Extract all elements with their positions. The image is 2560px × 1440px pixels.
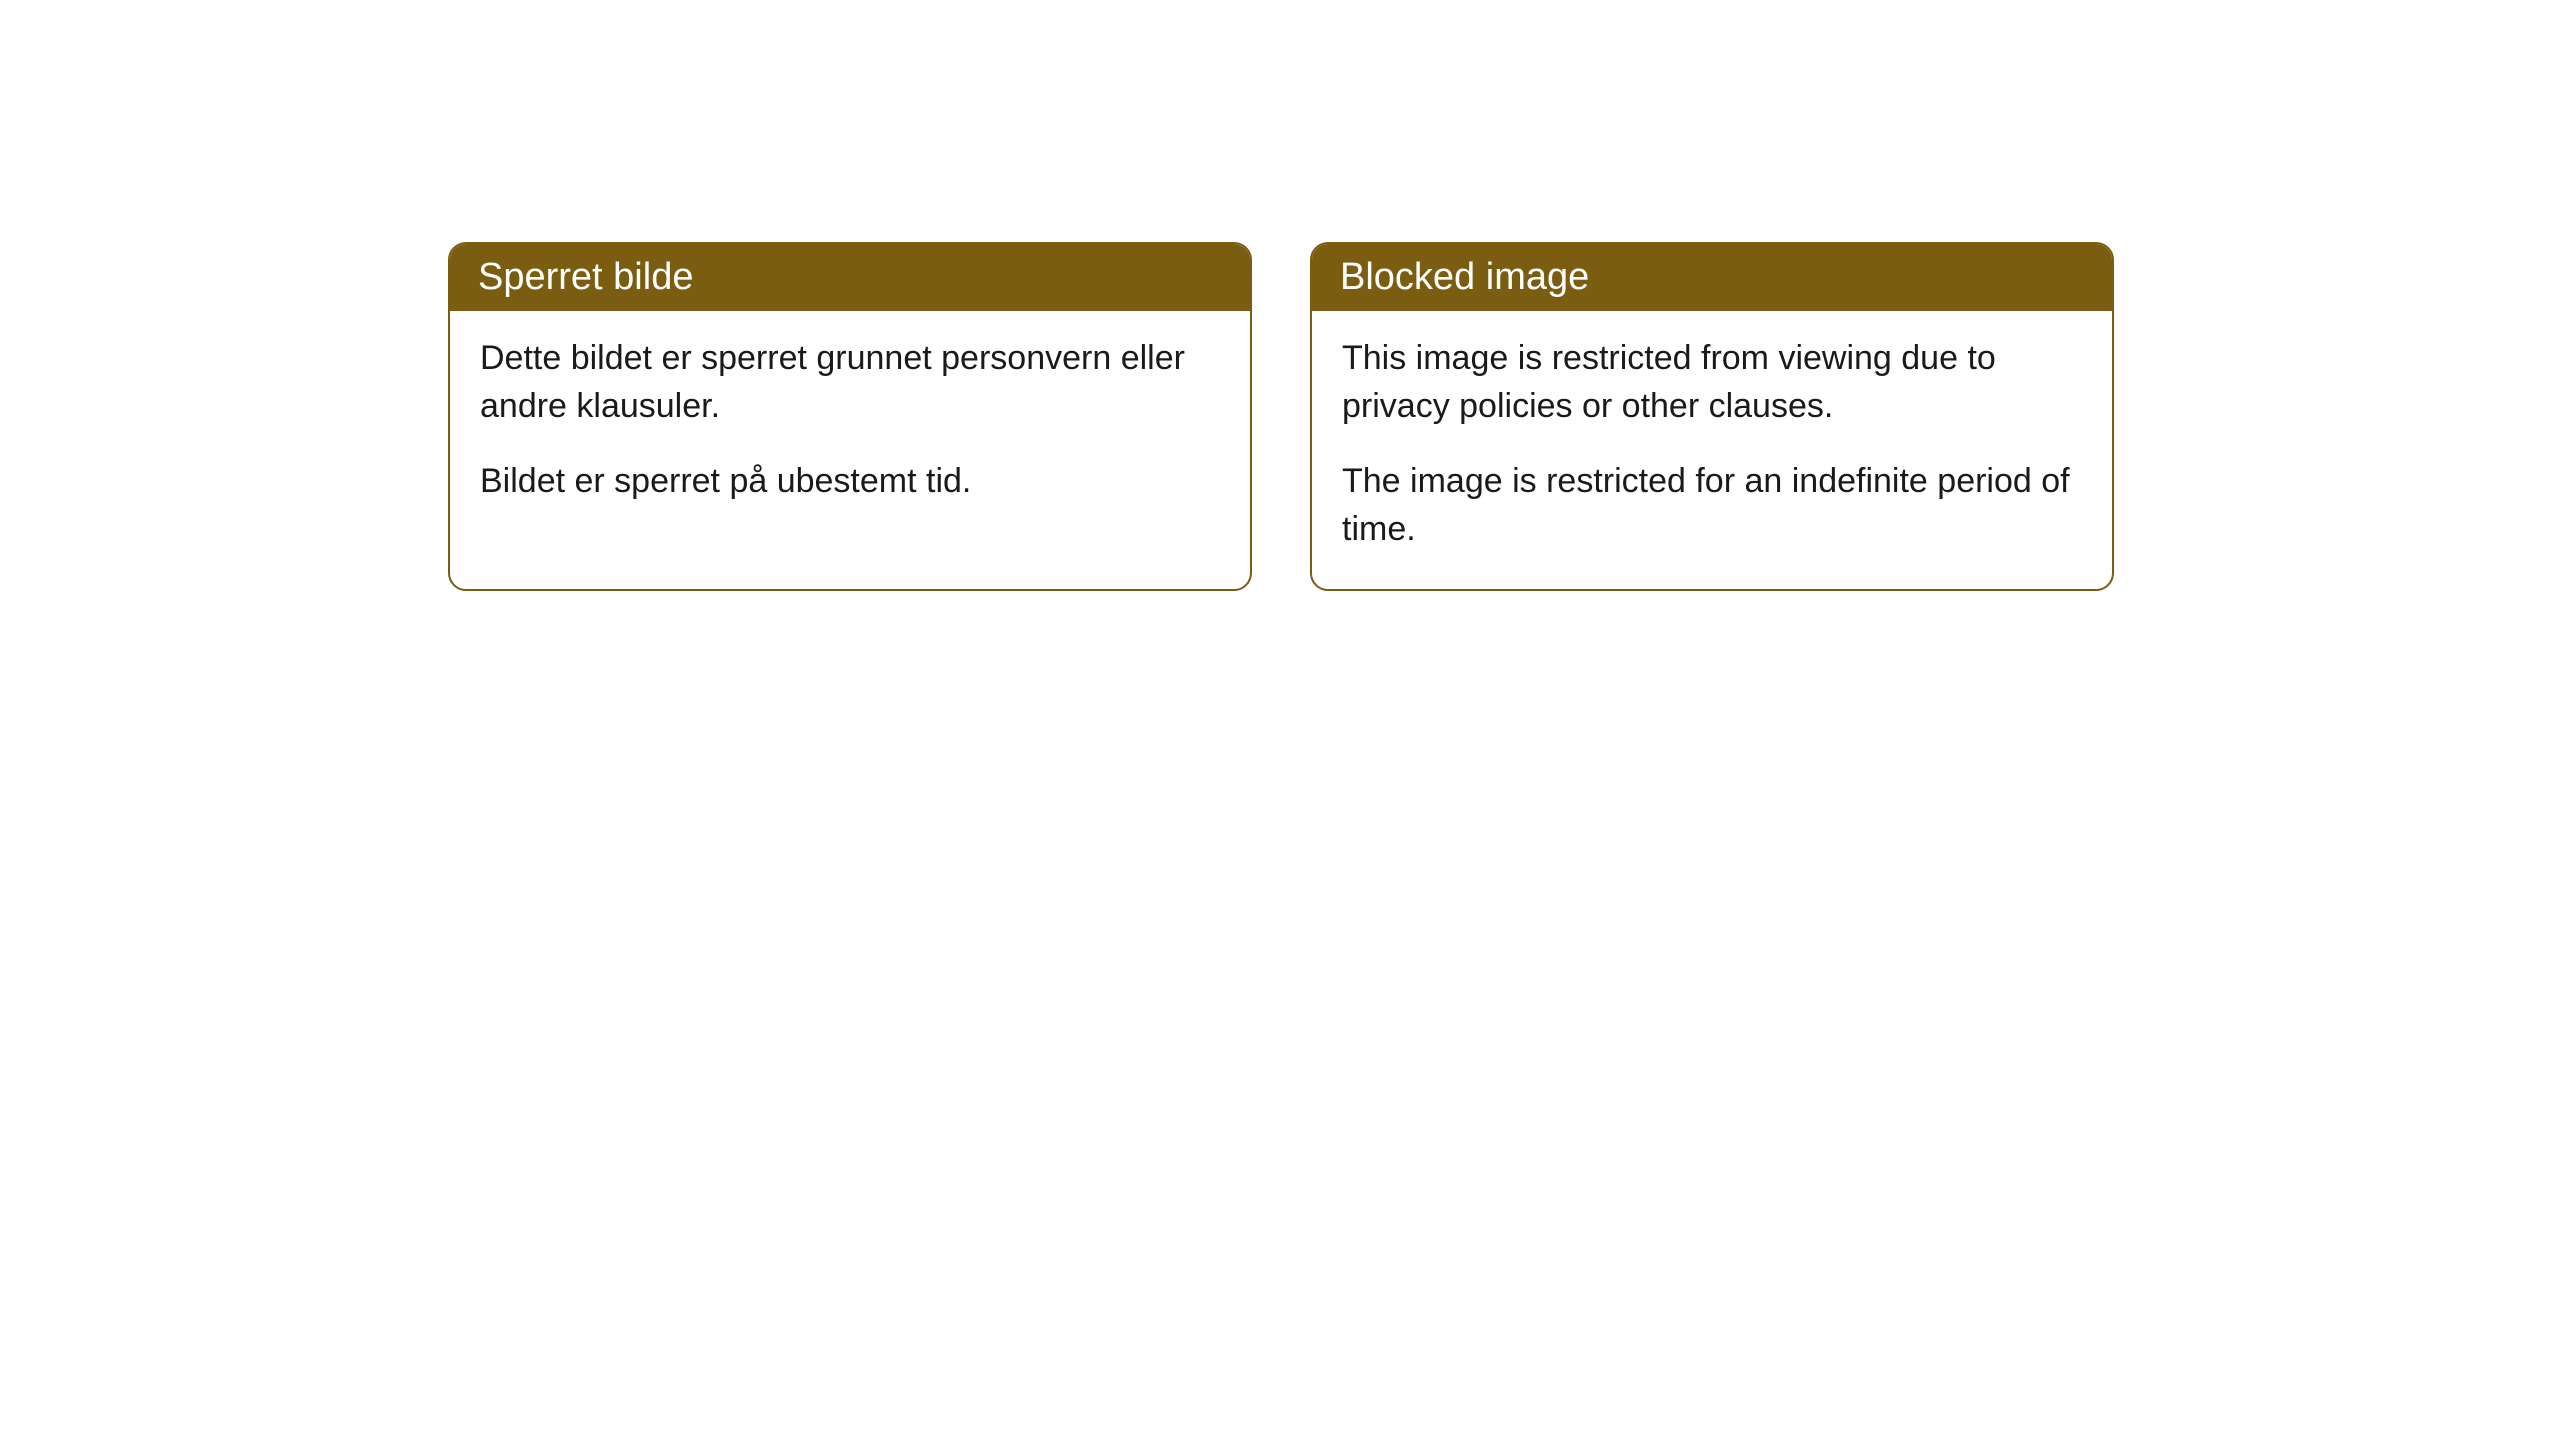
card-header-en: Blocked image [1312,244,2112,311]
card-body-no: Dette bildet er sperret grunnet personve… [450,311,1250,542]
card-paragraph-en-1: This image is restricted from viewing du… [1342,335,2082,430]
card-header-no: Sperret bilde [450,244,1250,311]
card-body-en: This image is restricted from viewing du… [1312,311,2112,589]
card-paragraph-no-1: Dette bildet er sperret grunnet personve… [480,335,1220,430]
card-paragraph-no-2: Bildet er sperret på ubestemt tid. [480,458,1220,506]
notice-cards-container: Sperret bilde Dette bildet er sperret gr… [448,242,2114,591]
blocked-image-card-no: Sperret bilde Dette bildet er sperret gr… [448,242,1252,591]
blocked-image-card-en: Blocked image This image is restricted f… [1310,242,2114,591]
card-title-en: Blocked image [1340,256,1589,298]
card-paragraph-en-2: The image is restricted for an indefinit… [1342,458,2082,553]
card-title-no: Sperret bilde [478,256,693,298]
